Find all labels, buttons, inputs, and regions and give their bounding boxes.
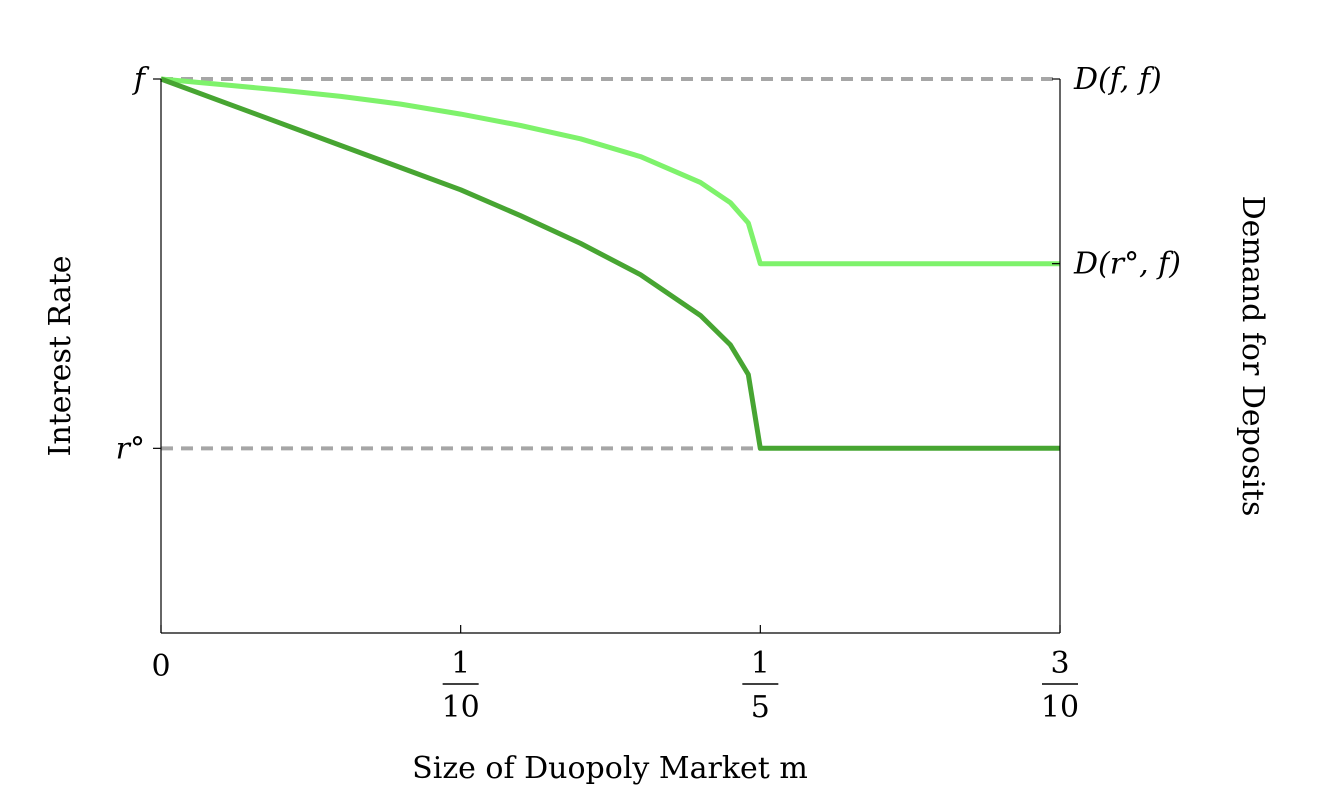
reference-lines	[161, 77, 1060, 451]
y-tick-right-label-1: D(r°, f)	[1073, 247, 1181, 282]
x-tick-label-num-1: 1	[451, 646, 470, 681]
x-axis-title: Size of Duopoly Market m	[412, 751, 808, 786]
x-tick-label-0: 0	[151, 649, 170, 684]
y-tick-left-label-1: r°	[116, 431, 145, 466]
y-tick-right-label-0: D(f, f)	[1073, 62, 1162, 97]
series-lines	[160, 76, 1060, 451]
y-tick-left-label-0: f	[132, 62, 150, 97]
x-tick-label-num-2: 1	[751, 646, 770, 681]
x-tick-label-den-2: 5	[751, 690, 770, 725]
axes	[160, 79, 1061, 634]
x-tick-label-den-1: 10	[442, 690, 480, 725]
y2-axis-title: Demand for Deposits	[1235, 196, 1270, 517]
y-axis-title: Interest Rate	[43, 255, 78, 456]
x-tick-label-den-3: 10	[1041, 690, 1079, 725]
series-line-1	[160, 76, 1060, 451]
x-tick-label-num-3: 3	[1050, 646, 1069, 681]
series-line-0	[160, 76, 1060, 267]
